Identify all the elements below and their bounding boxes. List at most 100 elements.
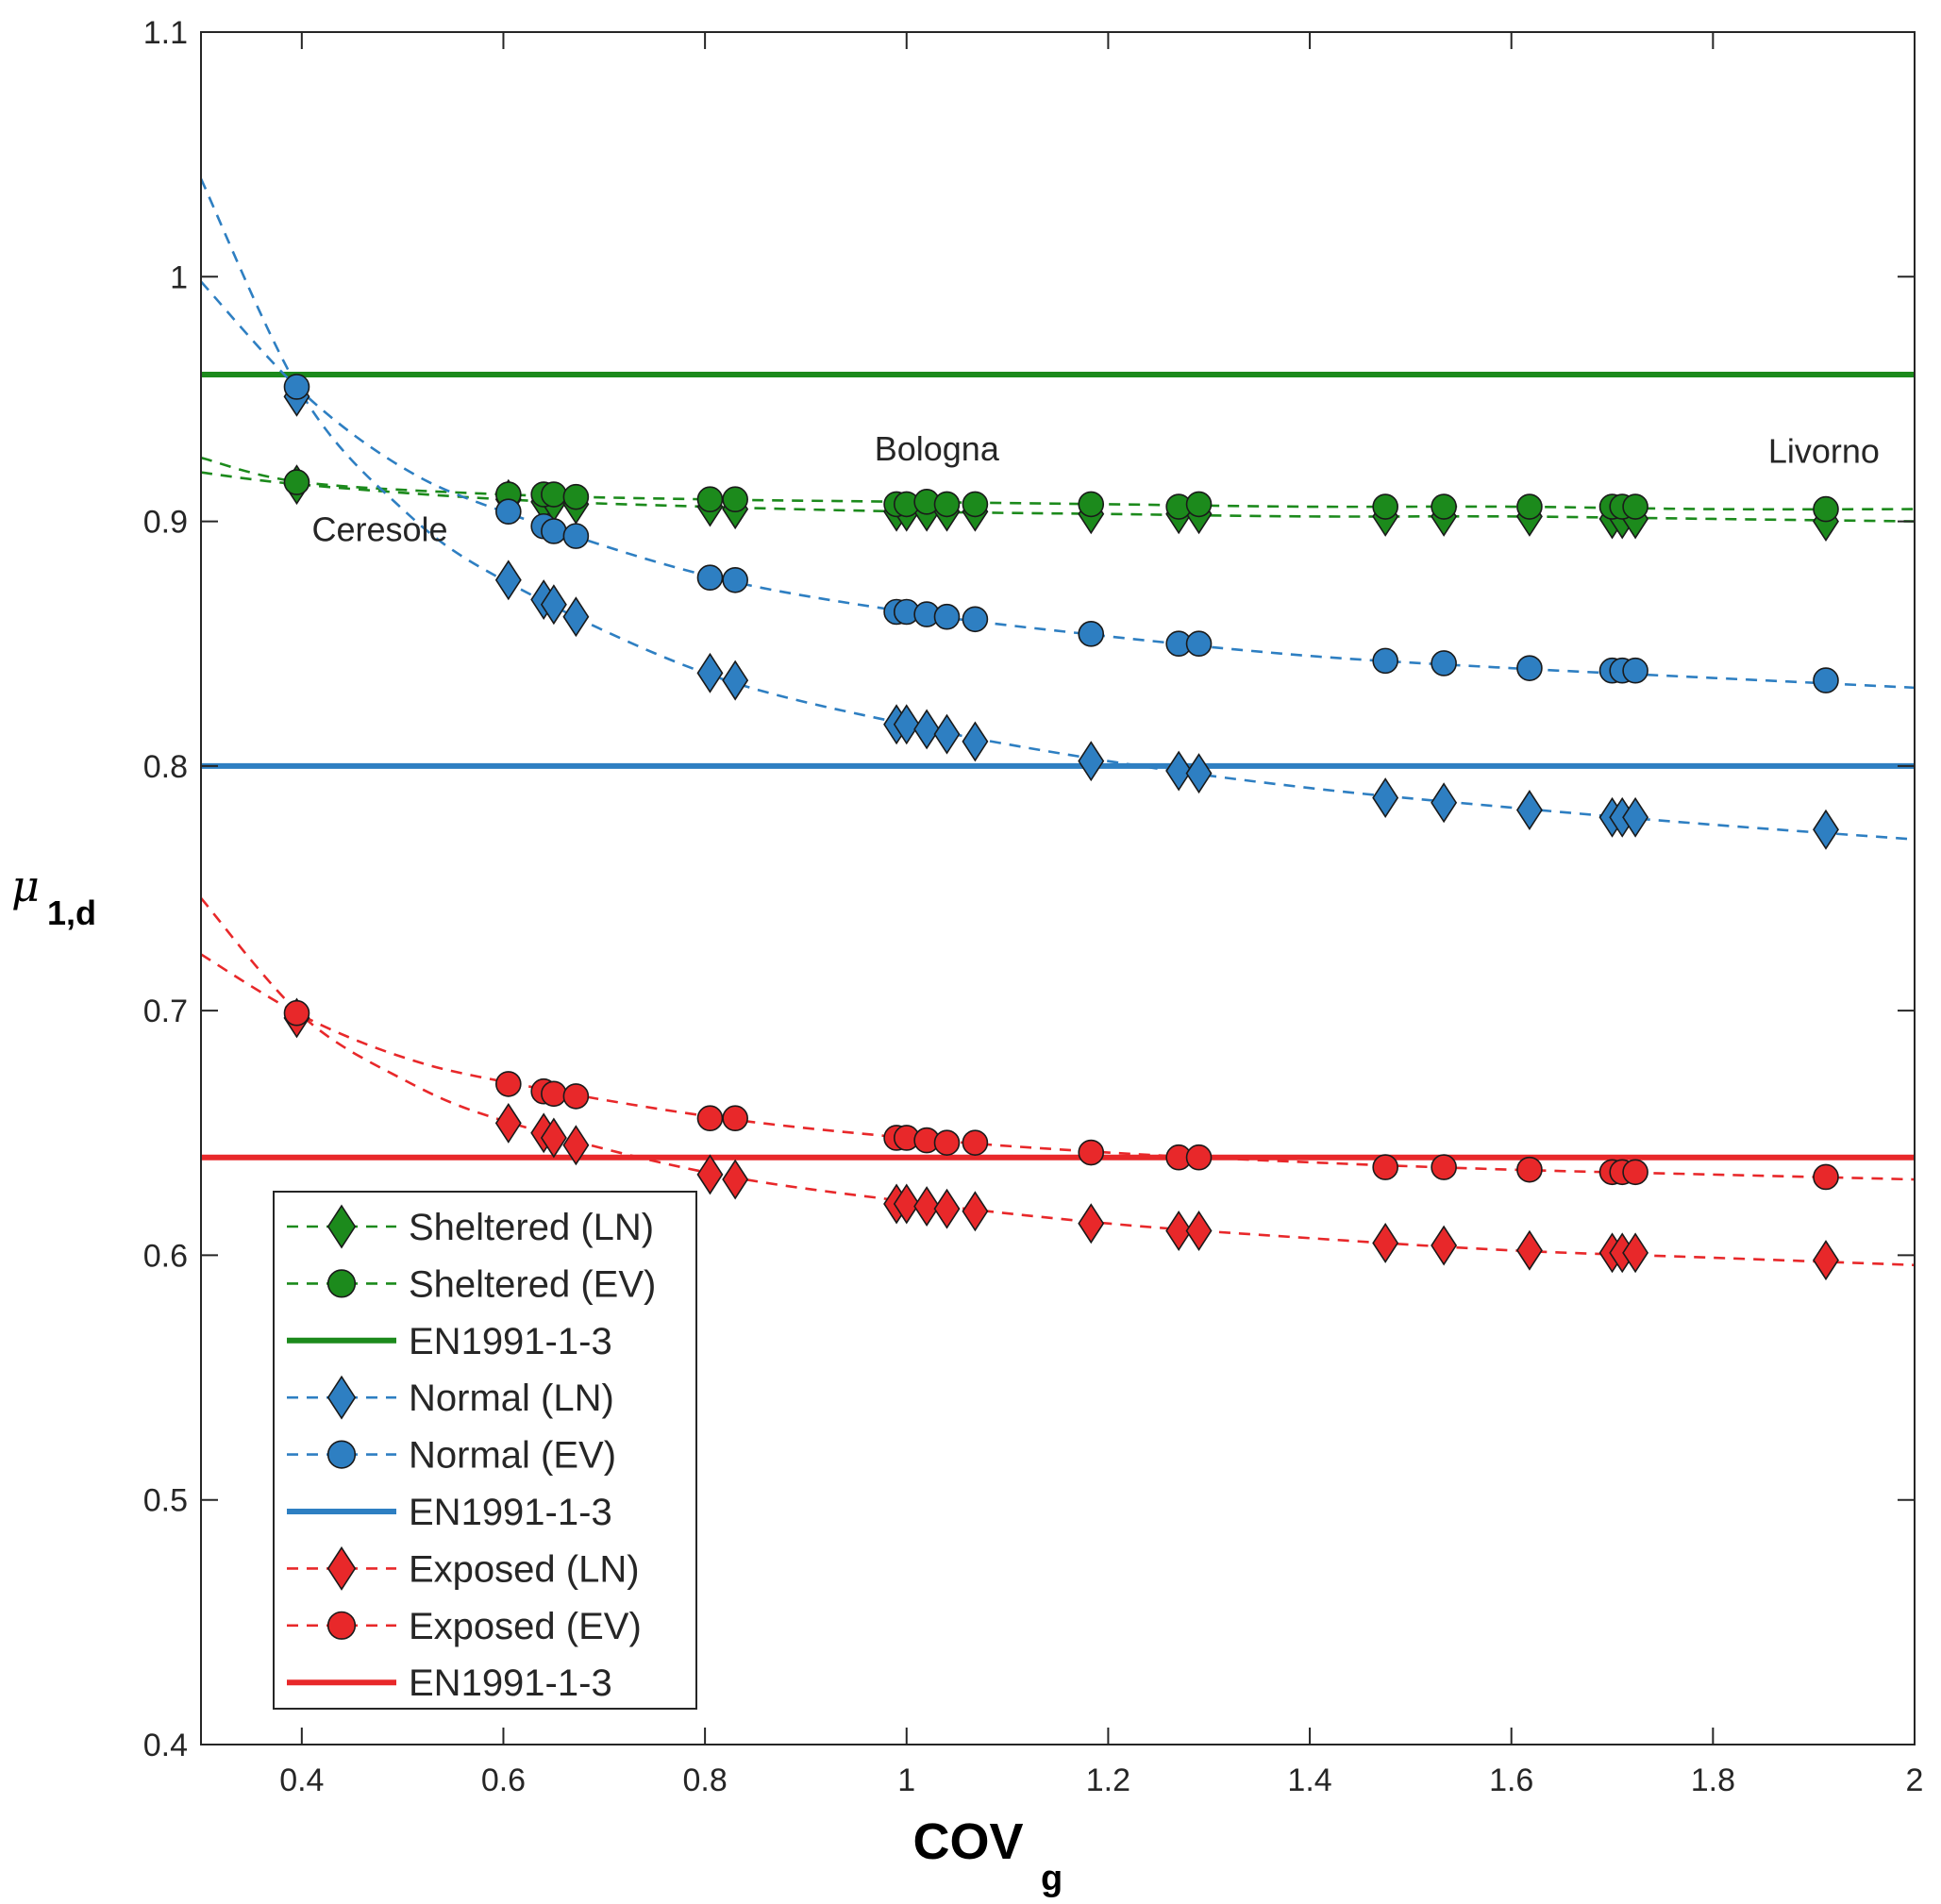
legend-item-sheltered-ev-1-swatch-marker bbox=[326, 1269, 357, 1298]
exposed-ln-6-point-13 bbox=[1165, 1211, 1193, 1251]
normal-ev-4-fit-line bbox=[201, 280, 1915, 690]
exposed-ln-6-point-10 bbox=[933, 1188, 961, 1229]
sheltered-ev-1-fit-line bbox=[201, 456, 1915, 511]
sheltered-ev-1-point-21 bbox=[1813, 495, 1839, 523]
normal-ln-3-point-1 bbox=[494, 560, 522, 601]
legend-item-exposed-ev-7: Exposed (EV) bbox=[287, 1606, 642, 1647]
plot-frame bbox=[200, 31, 1916, 1745]
normal-ev-4-point-21 bbox=[1813, 667, 1839, 693]
x-tick-label-5: 1.4 bbox=[1287, 1762, 1331, 1798]
exposed-ln-6-point-9 bbox=[913, 1186, 941, 1228]
sheltered-ev-1-point-11 bbox=[962, 491, 989, 518]
normal-ev-4-point-10 bbox=[933, 603, 961, 630]
exposed-ev-7-point-5 bbox=[696, 1105, 724, 1132]
sheltered-ev-1-point-12 bbox=[1078, 491, 1105, 518]
legend-item-sheltered-ev-1: Sheltered (EV) bbox=[287, 1263, 656, 1305]
exposed-ln-6-point-3 bbox=[540, 1117, 567, 1159]
normal-ev-4-point-6 bbox=[722, 566, 748, 593]
sheltered-ev-1-point-0 bbox=[283, 469, 310, 495]
x-tick-label-7: 1.8 bbox=[1691, 1762, 1735, 1798]
legend-item-exposed-ln-6-label: Exposed (LN) bbox=[409, 1548, 640, 1590]
legend-item-normal-ev-4-label: Normal (EV) bbox=[409, 1435, 616, 1477]
legend-item-en1991-1-3-5: EN1991-1-3 bbox=[287, 1492, 612, 1533]
x-tick-label-2: 0.8 bbox=[682, 1762, 727, 1798]
exposed-ev-7-point-14 bbox=[1185, 1144, 1213, 1171]
exposed-ev-7-point-1 bbox=[495, 1071, 522, 1097]
legend-item-en1991-1-3-2-label: EN1991-1-3 bbox=[409, 1321, 612, 1362]
exposed-ln-6-point-20 bbox=[1622, 1232, 1649, 1274]
y-tick-label-6: 1 bbox=[170, 259, 188, 295]
x-tick-label-6: 1.6 bbox=[1489, 1762, 1533, 1798]
legend-item-en1991-1-3-5-label: EN1991-1-3 bbox=[409, 1492, 612, 1533]
exposed-ln-6-point-17 bbox=[1515, 1229, 1543, 1271]
normal-ln-3-point-6 bbox=[722, 660, 749, 701]
normal-ln-3-point-12 bbox=[1078, 741, 1105, 782]
normal-ev-4-point-20 bbox=[1622, 657, 1648, 684]
x-axis-title: COV bbox=[912, 1813, 1023, 1870]
normal-ln-3-point-14 bbox=[1185, 753, 1213, 794]
exposed-ln-6-point-5 bbox=[696, 1154, 724, 1195]
annotation-livorno: Livorno bbox=[1768, 431, 1880, 470]
normal-ev-4-point-17 bbox=[1516, 655, 1543, 681]
legend-item-en1991-1-3-8-label: EN1991-1-3 bbox=[409, 1662, 612, 1704]
annotations: Ceresole Bologna Livorno bbox=[312, 429, 1880, 549]
normal-ln-3-point-16 bbox=[1431, 782, 1458, 824]
annotation-ceresole: Ceresole bbox=[312, 509, 448, 548]
legend-item-en1991-1-3-2: EN1991-1-3 bbox=[287, 1321, 612, 1362]
normal-ln-3-point-15 bbox=[1372, 777, 1399, 819]
normal-ev-4-point-4 bbox=[562, 523, 590, 549]
exposed-ln-6-point-12 bbox=[1078, 1203, 1105, 1244]
normal-ln-3-point-3 bbox=[540, 584, 567, 626]
exposed-ev-7-point-4 bbox=[562, 1083, 590, 1110]
normal-ev-4-point-15 bbox=[1372, 647, 1398, 675]
sheltered-ev-1-point-10 bbox=[933, 491, 961, 518]
sheltered-ev-1-point-14 bbox=[1185, 491, 1213, 518]
x-tick-label-3: 1 bbox=[897, 1762, 915, 1798]
x-tick-label-4: 1.2 bbox=[1086, 1762, 1130, 1798]
normal-ev-4-point-14 bbox=[1185, 630, 1213, 658]
legend-item-sheltered-ev-1-label: Sheltered (EV) bbox=[409, 1263, 656, 1305]
exposed-ev-7-point-16 bbox=[1431, 1154, 1457, 1180]
exposed-ev-7-point-17 bbox=[1516, 1156, 1543, 1183]
legend: Sheltered (LN) Sheltered (EV) EN1991-1-3 No… bbox=[273, 1191, 697, 1710]
x-tick-label-8: 2 bbox=[1906, 1762, 1924, 1798]
normal-ev-4-point-12 bbox=[1078, 621, 1105, 647]
normal-ln-3-point-10 bbox=[933, 713, 961, 755]
normal-ev-4-point-0 bbox=[283, 374, 310, 400]
exposed-ln-6-point-21 bbox=[1813, 1240, 1839, 1281]
normal-ev-4-point-5 bbox=[696, 564, 724, 592]
exposed-ln-6-point-15 bbox=[1372, 1222, 1399, 1263]
legend-item-exposed-ev-7-label: Exposed (EV) bbox=[409, 1606, 642, 1647]
legend-item-exposed-ln-6: Exposed (LN) bbox=[287, 1545, 640, 1591]
exposed-ln-6-point-4 bbox=[562, 1125, 590, 1166]
y-tick-label-5: 0.9 bbox=[143, 505, 188, 541]
normal-ev-4-point-16 bbox=[1431, 650, 1457, 676]
y-tick-label-0: 0.4 bbox=[143, 1728, 188, 1763]
normal-ln-3-point-5 bbox=[696, 652, 724, 693]
exposed-ln-6-point-8 bbox=[893, 1183, 920, 1225]
legend-item-normal-ln-3-swatch-marker bbox=[326, 1375, 357, 1420]
sheltered-ev-1-point-20 bbox=[1622, 493, 1648, 520]
normal-ln-3-point-9 bbox=[913, 709, 941, 750]
annotation-bologna: Bologna bbox=[875, 429, 1000, 468]
y-tick-label-1: 0.5 bbox=[143, 1483, 188, 1519]
x-axis-title-subscript: g bbox=[1041, 1859, 1063, 1898]
normal-ln-3-point-20 bbox=[1622, 796, 1649, 838]
legend-item-normal-ln-3-label: Normal (LN) bbox=[409, 1378, 614, 1419]
normal-ln-3-point-13 bbox=[1165, 750, 1193, 792]
legend-item-exposed-ev-7-swatch-marker bbox=[326, 1611, 357, 1640]
normal-ev-4-point-3 bbox=[541, 518, 567, 544]
legend-item-sheltered-ln-0-swatch-marker bbox=[326, 1204, 357, 1249]
exposed-ev-7-point-6 bbox=[722, 1105, 748, 1132]
normal-ln-3-point-21 bbox=[1813, 809, 1839, 850]
exposed-ln-6-point-1 bbox=[494, 1102, 522, 1144]
exposed-ev-7-point-0 bbox=[283, 999, 310, 1027]
legend-item-sheltered-ln-0: Sheltered (LN) bbox=[287, 1204, 654, 1249]
legend-item-sheltered-ln-0-label: Sheltered (LN) bbox=[409, 1207, 654, 1248]
exposed-ev-7-point-10 bbox=[933, 1129, 961, 1156]
exposed-ln-6-point-16 bbox=[1431, 1225, 1458, 1266]
y-tick-label-7: 1.1 bbox=[143, 15, 188, 51]
exposed-ev-7-point-15 bbox=[1372, 1154, 1398, 1180]
exposed-ln-6-point-11 bbox=[962, 1191, 989, 1232]
